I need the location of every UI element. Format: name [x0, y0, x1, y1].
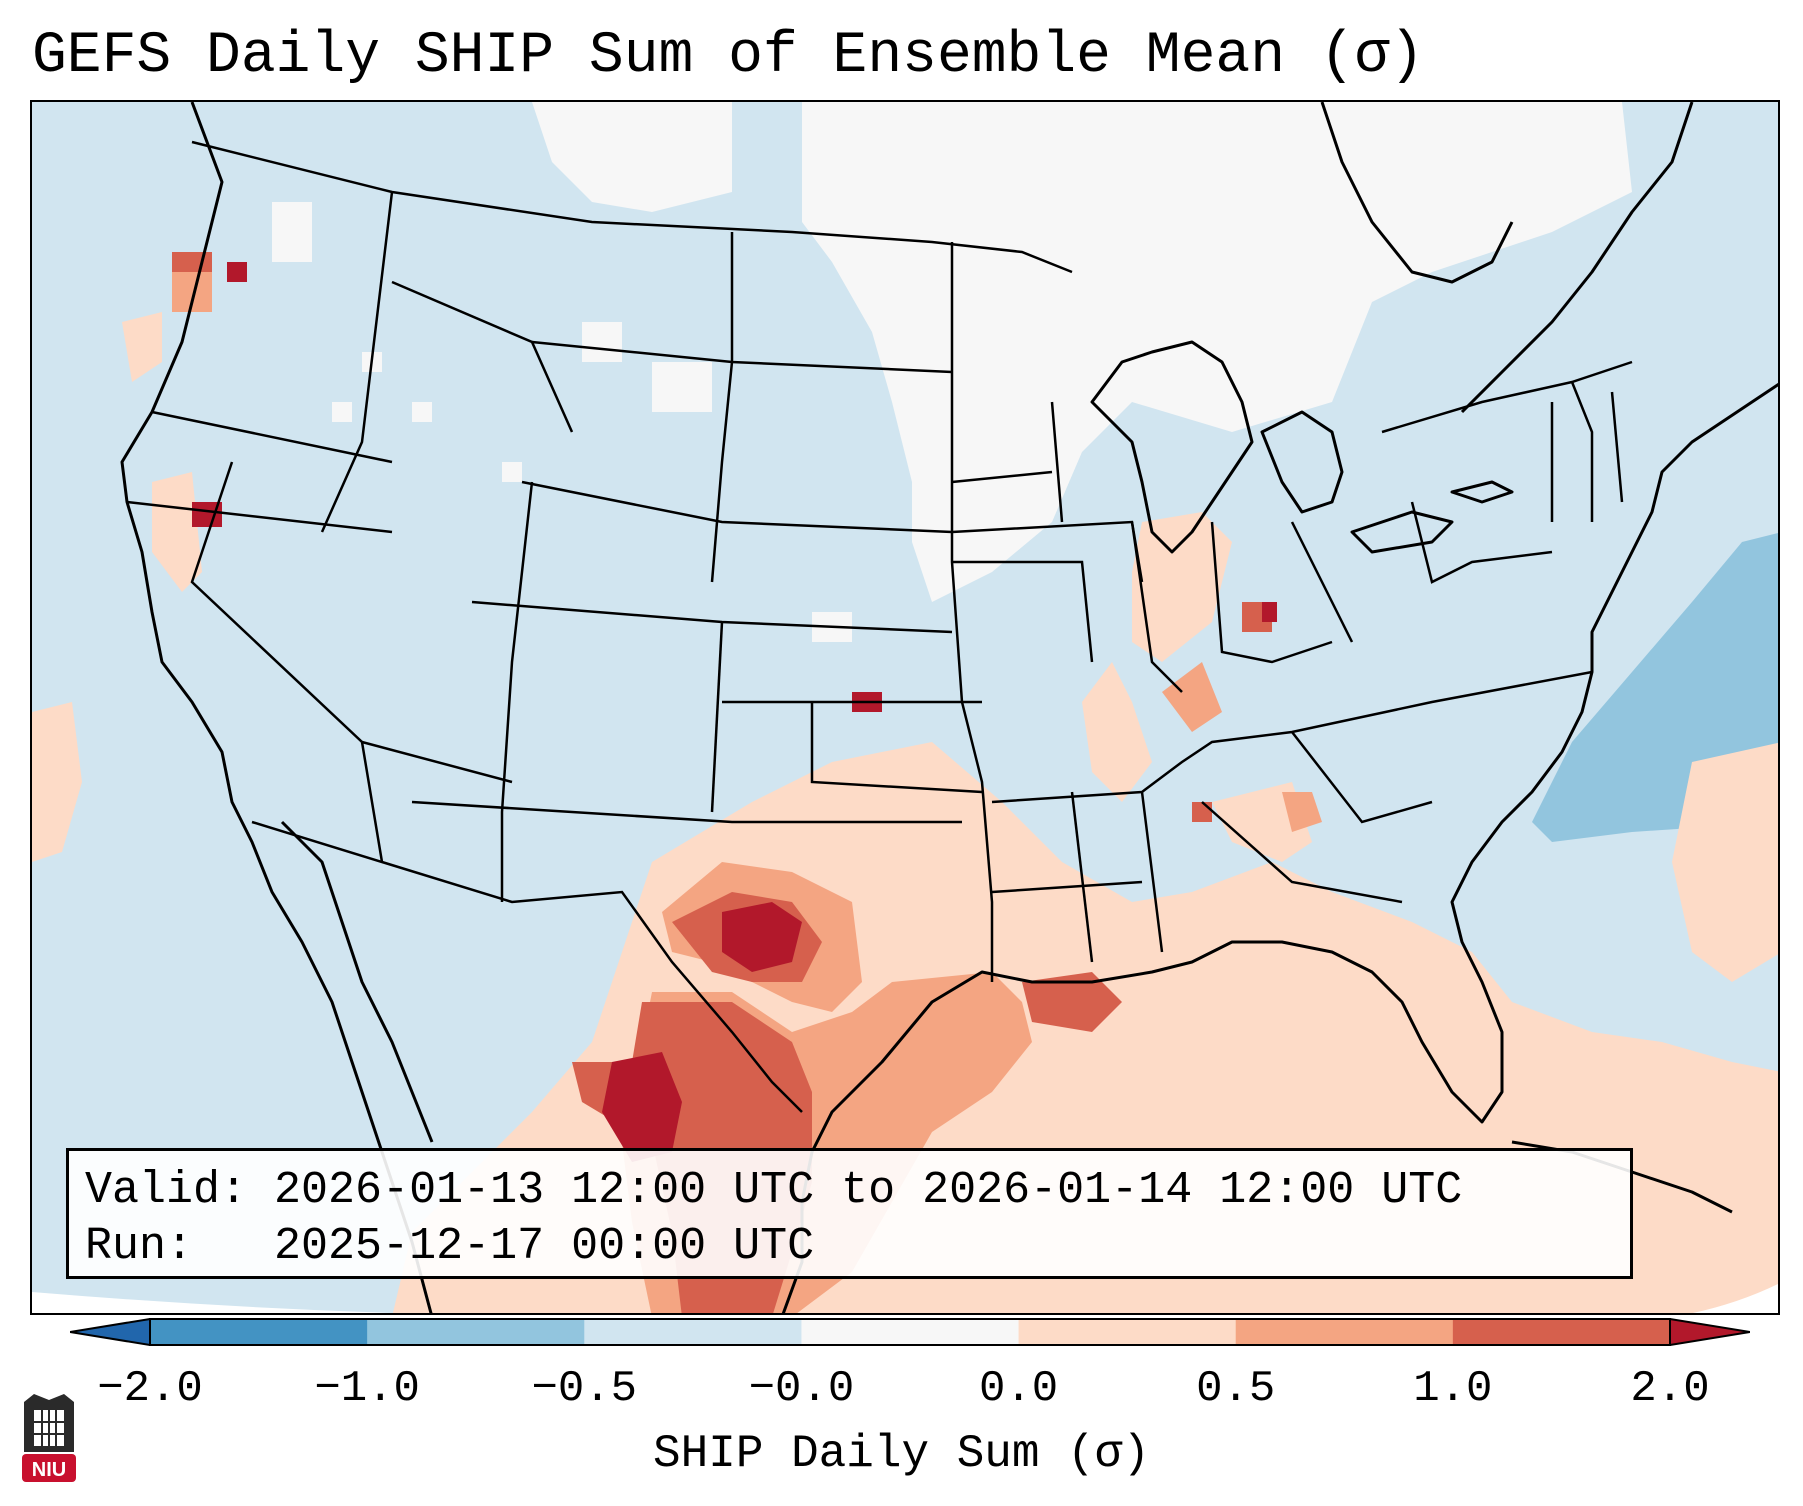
colorbar-tick-label: 2.0	[1630, 1364, 1710, 1414]
valid-value: 2026-01-13 12:00 UTC to 2026-01-14 12:00…	[274, 1165, 1463, 1216]
colorbar-label: SHIP Daily Sum (σ)	[653, 1428, 1150, 1480]
colorbar-outline-low	[70, 1318, 151, 1346]
run-value: 2025-12-17 00:00 UTC	[274, 1221, 815, 1272]
colorbar-tick-label: −2.0	[97, 1364, 203, 1414]
valid-run-info-box: Valid: 2026-01-13 12:00 UTC to 2026-01-1…	[66, 1148, 1633, 1279]
colorbar-tick-label: 1.0	[1413, 1364, 1493, 1414]
colorbar-bin	[584, 1319, 802, 1345]
coastlines	[120, 102, 1778, 1313]
colorbar-extend-high	[1670, 1319, 1750, 1345]
colorbar-extend-low	[70, 1319, 150, 1345]
map-svg	[32, 102, 1778, 1313]
niu-logo-text: NIU	[32, 1459, 66, 1481]
plot-title: GEFS Daily SHIP Sum of Ensemble Mean (σ)	[32, 24, 1425, 89]
niu-logo: NIU	[22, 1394, 76, 1482]
projection-edge-right	[1692, 1283, 1778, 1313]
colorbar-tick-label: −1.0	[314, 1364, 420, 1414]
run-label: Run:	[85, 1221, 194, 1272]
colorbar-bin	[150, 1319, 368, 1345]
colorbar-bin	[801, 1319, 1020, 1345]
colorbar-bin	[1018, 1319, 1237, 1345]
colorbar-tick-label: 0.5	[1196, 1364, 1276, 1414]
colorbar-tick-label: −0.5	[531, 1364, 638, 1414]
political-borders	[126, 140, 1633, 1113]
colorbar-tick-label: 0.0	[978, 1364, 1059, 1414]
colorbar-bin	[1235, 1319, 1454, 1345]
projection-edge-left	[32, 1292, 392, 1313]
colorbar-bins	[150, 1319, 1671, 1345]
colorbar-bin	[367, 1319, 585, 1345]
valid-label: Valid:	[85, 1165, 248, 1216]
colorbar	[70, 1318, 1750, 1346]
colorbar-tick-label: −0.0	[748, 1364, 855, 1414]
colorbar-bin	[1452, 1319, 1671, 1345]
colorbar-outline-high	[1669, 1318, 1750, 1346]
map-panel	[30, 100, 1780, 1315]
